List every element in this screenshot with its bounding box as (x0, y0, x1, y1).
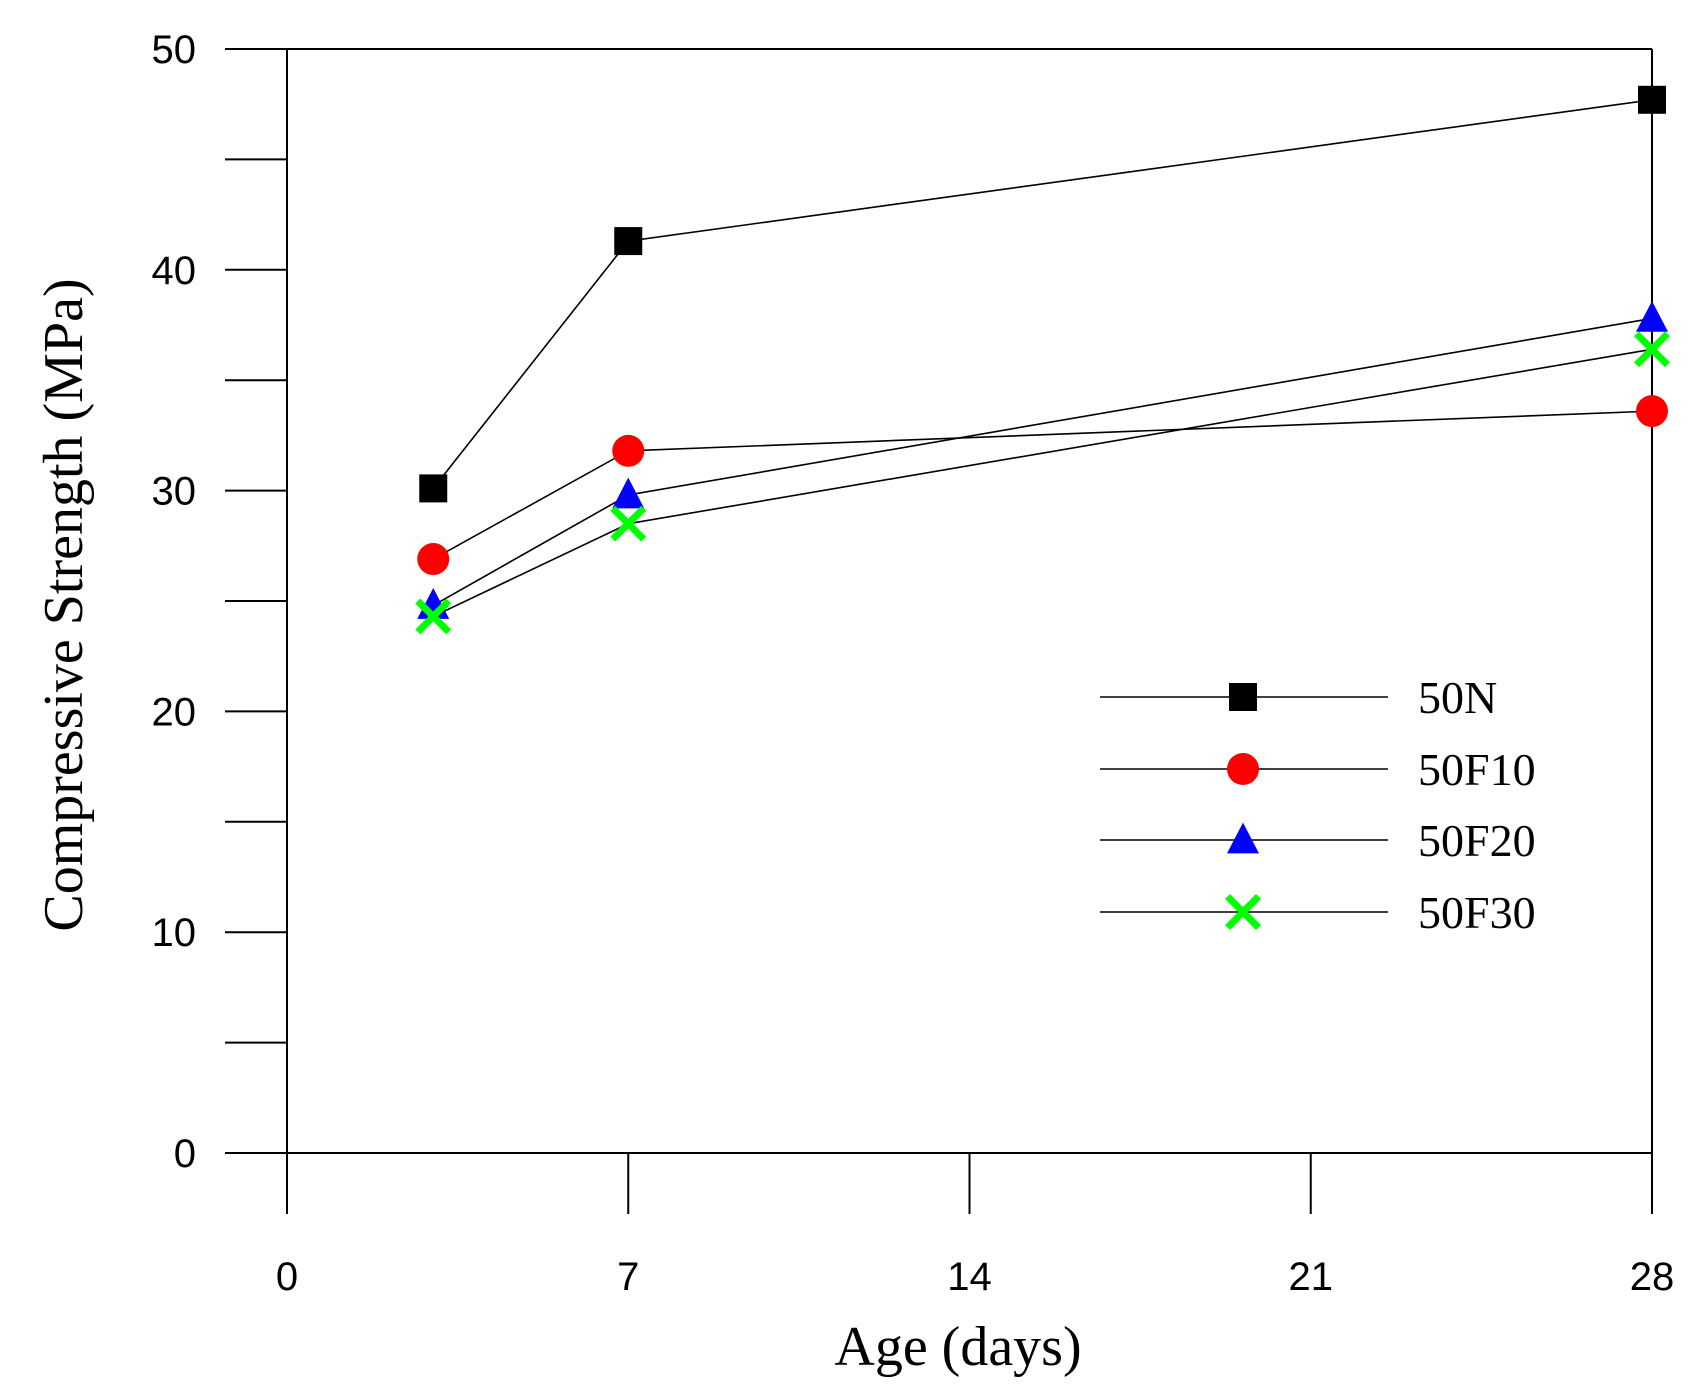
legend-label: 50F30 (1418, 887, 1536, 938)
data-point-50F30 (1634, 331, 1670, 368)
series-line-50F30 (432, 348, 1653, 618)
y-tick-label: 30 (152, 470, 197, 514)
x-tick-label: 0 (276, 1255, 298, 1299)
legend-marker (1227, 753, 1259, 785)
data-point-50N (419, 474, 448, 503)
y-tick-label: 40 (152, 249, 197, 293)
x-tick-label: 14 (947, 1255, 992, 1299)
data-point-50F10 (612, 434, 645, 467)
x-tick-label: 21 (1289, 1255, 1334, 1299)
data-point-50F10 (1636, 395, 1668, 428)
data-point-50F30 (415, 598, 452, 635)
legend: 50N 50F10 50F20 50F30 (1100, 672, 1536, 938)
x-tick-label: 7 (617, 1255, 639, 1299)
series-line-50F20 (432, 317, 1653, 607)
marker-x-stroke (610, 505, 647, 542)
axes: 0 10 20 30 40 50 0 7 14 21 28 (152, 28, 1675, 1299)
marker-x-stroke (415, 598, 452, 635)
x-axis-title: Age (days) (834, 1316, 1081, 1378)
series-markers (415, 85, 1670, 635)
marker-x-stroke (1225, 894, 1261, 930)
legend-label: 50F20 (1418, 815, 1536, 866)
legend-label: 50F10 (1418, 744, 1536, 795)
data-point-50N (614, 227, 643, 256)
data-point-50F20 (1636, 300, 1668, 332)
x-tick-label: 28 (1630, 1255, 1675, 1299)
series-line-50N (432, 98, 1653, 489)
y-tick-label: 50 (152, 28, 197, 72)
y-tick-label: 0 (174, 1132, 196, 1176)
data-point-50F30 (610, 505, 647, 542)
legend-marker (1229, 683, 1257, 711)
data-point-50N (1638, 85, 1666, 114)
legend-marker (1227, 822, 1259, 854)
data-point-50F20 (612, 477, 645, 509)
data-point-50F10 (417, 543, 450, 576)
marker-x-stroke (1634, 331, 1670, 368)
y-tick-label: 10 (152, 911, 197, 955)
y-tick-label: 20 (152, 690, 197, 734)
y-axis-title: Compressive Strength (MPa) (33, 278, 95, 931)
legend-label: 50N (1418, 672, 1497, 723)
legend-marker (1225, 894, 1261, 930)
